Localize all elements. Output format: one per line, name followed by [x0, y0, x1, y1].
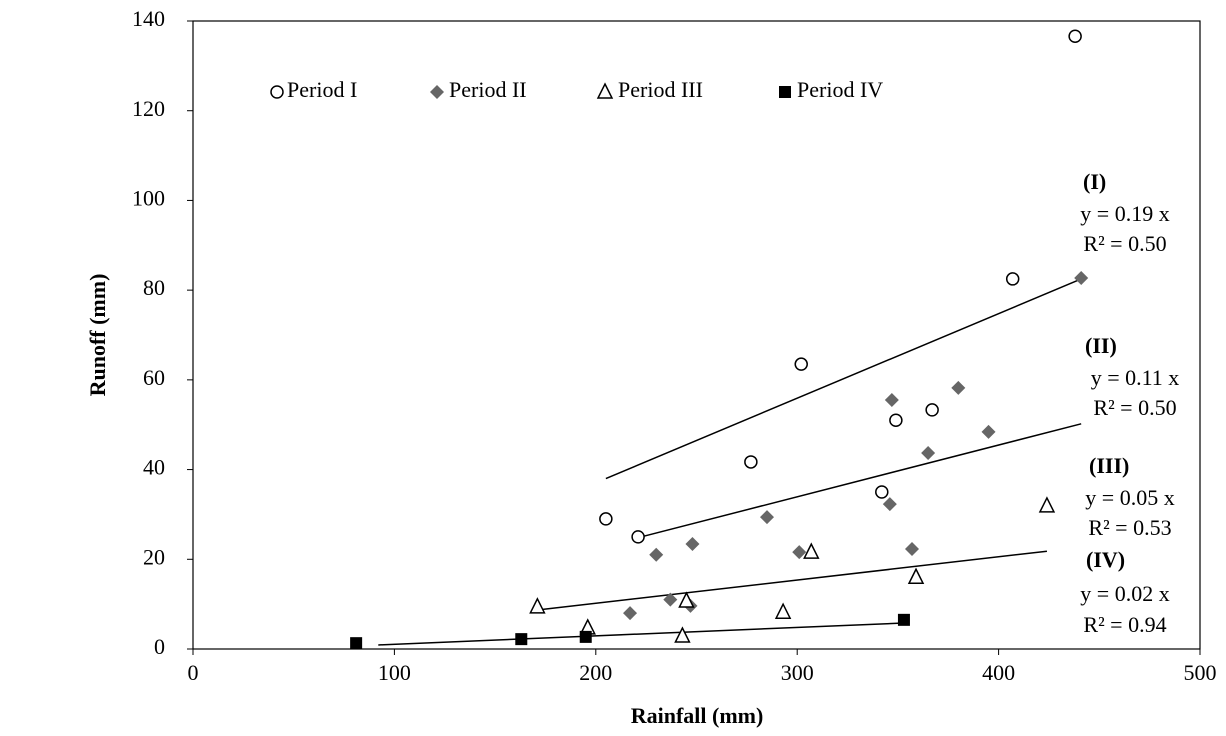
- y-tick-label: 0: [154, 634, 165, 659]
- point: [685, 537, 700, 552]
- point: [907, 567, 925, 584]
- point: [904, 541, 919, 556]
- point: [350, 637, 363, 650]
- x-tick-label: 200: [579, 660, 612, 685]
- y-axis-title: Runoff (mm): [85, 274, 110, 397]
- legend-marker: [430, 85, 444, 99]
- legend-label: Period IV: [797, 77, 883, 102]
- trend-equation: y = 0.11 x: [1091, 365, 1180, 390]
- legend-label: Period II: [449, 77, 527, 102]
- point: [1005, 272, 1020, 286]
- trend-label: (III): [1089, 453, 1129, 478]
- trendline: [537, 550, 1048, 611]
- point: [1038, 496, 1056, 513]
- point: [759, 510, 774, 525]
- point: [921, 445, 936, 460]
- point: [925, 403, 939, 417]
- point: [803, 542, 820, 559]
- legend-marker: [779, 86, 791, 98]
- trend-r2: R² = 0.53: [1088, 515, 1171, 540]
- trend-r2: R² = 0.50: [1093, 395, 1176, 420]
- point: [623, 606, 638, 621]
- legend-label: Period I: [287, 77, 357, 102]
- y-tick-label: 100: [132, 185, 165, 210]
- point: [663, 592, 678, 607]
- point: [674, 626, 691, 643]
- trend-label: (I): [1083, 169, 1106, 194]
- trendline: [378, 622, 904, 646]
- legend-marker: [270, 85, 284, 99]
- legend-label: Period III: [618, 77, 703, 102]
- x-tick-label: 100: [378, 660, 411, 685]
- plot-frame: [192, 20, 1201, 650]
- point: [529, 597, 546, 614]
- x-tick-label: 300: [781, 660, 814, 685]
- point: [579, 630, 592, 643]
- point: [951, 380, 966, 395]
- point: [744, 455, 758, 469]
- point: [1068, 29, 1082, 44]
- trend-equation: y = 0.02 x: [1080, 581, 1169, 606]
- trend-label: (IV): [1086, 547, 1125, 572]
- x-axis-title: Rainfall (mm): [631, 703, 764, 728]
- point: [882, 497, 897, 512]
- point: [774, 602, 792, 619]
- point: [515, 633, 528, 646]
- y-tick-label: 60: [143, 365, 165, 390]
- point: [897, 613, 910, 626]
- point: [792, 545, 807, 560]
- point: [884, 393, 899, 408]
- x-tick-label: 400: [982, 660, 1015, 685]
- point: [631, 530, 645, 544]
- trendline: [605, 278, 1082, 480]
- trendline: [635, 423, 1082, 539]
- legend-marker: [596, 82, 614, 99]
- point: [678, 591, 695, 608]
- trend-r2: R² = 0.94: [1083, 612, 1166, 637]
- x-tick-label: 0: [188, 660, 199, 685]
- x-tick-label: 500: [1184, 660, 1217, 685]
- point: [794, 357, 808, 371]
- point: [889, 413, 903, 427]
- point: [981, 424, 996, 439]
- trend-label: (II): [1085, 333, 1117, 358]
- y-tick-label: 40: [143, 455, 165, 480]
- point: [1074, 271, 1089, 286]
- y-tick-label: 80: [143, 275, 165, 300]
- point: [875, 485, 889, 499]
- trend-equation: y = 0.05 x: [1085, 485, 1174, 510]
- y-tick-label: 140: [132, 6, 165, 31]
- y-tick-label: 20: [143, 544, 165, 569]
- trend-r2: R² = 0.50: [1083, 231, 1166, 256]
- point: [649, 547, 664, 562]
- point: [599, 512, 613, 526]
- y-tick-label: 120: [132, 96, 165, 121]
- trend-equation: y = 0.19 x: [1080, 201, 1169, 226]
